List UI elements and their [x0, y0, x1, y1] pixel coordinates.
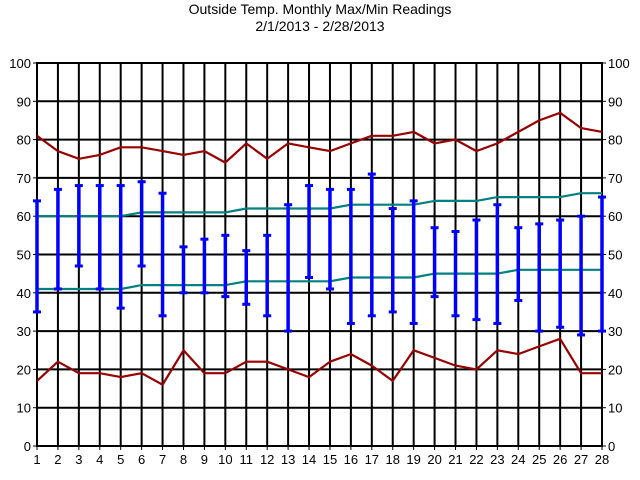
- x-tick-label: 13: [281, 452, 295, 467]
- x-tick-label: 28: [595, 452, 609, 467]
- x-tick-label: 20: [427, 452, 441, 467]
- x-tick-label: 15: [323, 452, 337, 467]
- y-tick-label-left: 90: [17, 94, 31, 109]
- x-tick-label: 8: [180, 452, 187, 467]
- y-tick-label-left: 100: [9, 56, 31, 71]
- y-tick-label-right: 40: [608, 286, 622, 301]
- y-tick-label-left: 30: [17, 324, 31, 339]
- y-tick-label-left: 20: [17, 362, 31, 377]
- x-tick-label: 6: [138, 452, 145, 467]
- y-tick-label-right: 80: [608, 133, 622, 148]
- x-tick-label: 11: [240, 452, 254, 467]
- x-tick-label: 27: [574, 452, 588, 467]
- x-tick-label: 25: [532, 452, 546, 467]
- x-tick-label: 21: [448, 452, 462, 467]
- x-tick-label: 22: [469, 452, 483, 467]
- x-tick-label: 23: [490, 452, 504, 467]
- y-tick-label-right: 100: [608, 56, 630, 71]
- y-tick-label-left: 80: [17, 133, 31, 148]
- y-tick-label-right: 60: [608, 209, 622, 224]
- y-tick-label-right: 0: [608, 439, 615, 454]
- x-tick-label: 19: [406, 452, 420, 467]
- x-tick-label: 24: [511, 452, 525, 467]
- x-tick-label: 9: [201, 452, 208, 467]
- chart-subtitle: 2/1/2013 - 2/28/2013: [255, 18, 385, 34]
- y-tick-label-right: 90: [608, 94, 622, 109]
- chart-title: Outside Temp. Monthly Max/Min Readings 2…: [0, 1, 640, 35]
- series-line-0: [36, 111, 603, 164]
- y-tick-label-left: 60: [17, 209, 31, 224]
- x-tick-label: 12: [260, 452, 274, 467]
- x-tick-label: 26: [553, 452, 567, 467]
- y-tick-label-right: 70: [608, 171, 622, 186]
- y-tick-label-left: 40: [17, 286, 31, 301]
- x-tick-label: 4: [96, 452, 103, 467]
- y-tick-label-left: 50: [17, 248, 31, 263]
- y-tick-label-left: 0: [24, 439, 31, 454]
- series-line-1: [37, 192, 602, 218]
- x-tick-label: 10: [218, 452, 232, 467]
- y-tick-label-right: 50: [608, 248, 622, 263]
- y-tick-label-right: 20: [608, 362, 622, 377]
- x-tick-label: 7: [159, 452, 166, 467]
- y-tick-label-left: 70: [17, 171, 31, 186]
- x-tick-label: 2: [54, 452, 61, 467]
- x-tick-label: 18: [386, 452, 400, 467]
- x-tick-label: 14: [302, 452, 316, 467]
- y-tick-label-left: 10: [17, 401, 31, 416]
- x-tick-label: 3: [75, 452, 82, 467]
- chart-title-line: Outside Temp. Monthly Max/Min Readings: [188, 1, 452, 17]
- x-tick-label: 16: [344, 452, 358, 467]
- series-line-2: [37, 268, 602, 291]
- series-line-3: [36, 337, 602, 386]
- x-tick-label: 1: [33, 452, 40, 467]
- y-tick-label-right: 30: [608, 324, 622, 339]
- x-tick-label: 5: [117, 452, 124, 467]
- x-tick-label: 17: [365, 452, 379, 467]
- y-tick-label-right: 10: [608, 401, 622, 416]
